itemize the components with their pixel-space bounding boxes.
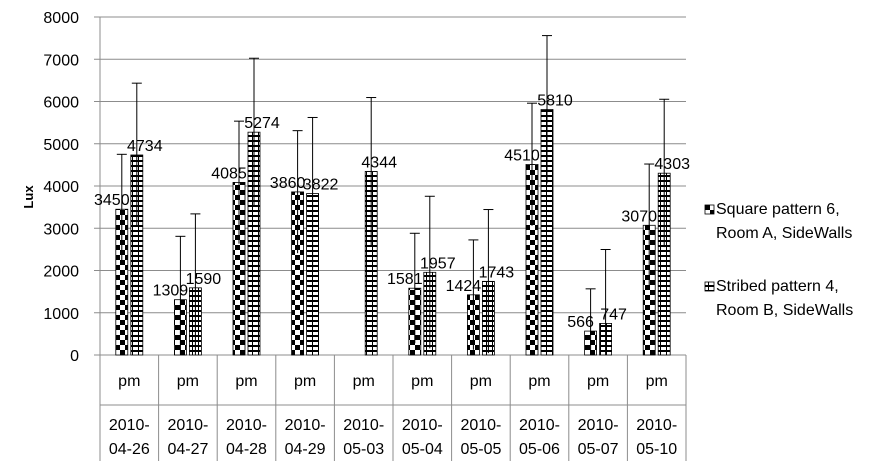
category-time-label: pm xyxy=(118,373,140,390)
data-label: 3860 xyxy=(270,175,306,192)
legend-label: Room A, SideWalls xyxy=(716,225,852,242)
y-tick-label: 2000 xyxy=(43,264,79,281)
y-tick-label: 4000 xyxy=(43,179,79,196)
category-date-label: 2010- xyxy=(636,417,677,434)
category-date-label: 04-29 xyxy=(285,441,326,458)
data-label: 1581 xyxy=(387,271,423,288)
y-tick-label: 0 xyxy=(70,348,79,365)
category-time-label: pm xyxy=(528,373,550,390)
data-label: 566 xyxy=(567,314,594,331)
legend-label: Square pattern 6, xyxy=(716,201,840,218)
category-date-label: 2010- xyxy=(285,417,326,434)
error-bars xyxy=(116,35,670,355)
data-label: 3450 xyxy=(94,192,130,209)
data-labels: 3450 1309 4085 3860 1581 1424 4510 566 3070 4734 1… xyxy=(94,93,690,332)
legend-swatch xyxy=(704,204,715,215)
data-label: 5274 xyxy=(244,115,280,132)
data-label: 4085 xyxy=(211,165,247,182)
data-label: 3070 xyxy=(621,208,657,225)
category-date-label: 05-03 xyxy=(343,441,384,458)
legend: Square pattern 6, Room A, SideWalls Stribe… xyxy=(704,201,853,319)
category-time-label: pm xyxy=(353,373,375,390)
category-date-label: 05-10 xyxy=(636,441,677,458)
y-tick-label: 3000 xyxy=(43,221,79,238)
category-axis: pm 2010- 04-26 pm 2010- 04-27 pm 2010- 04-28 pm 20… xyxy=(99,355,687,461)
category-time-label: pm xyxy=(411,373,433,390)
category-date-label: 2010- xyxy=(460,417,501,434)
category-date-label: 05-07 xyxy=(578,441,619,458)
category-date-label: 04-27 xyxy=(167,441,208,458)
data-label: 4344 xyxy=(361,154,397,171)
category-date-label: 2010- xyxy=(343,417,384,434)
y-axis-label: Lux xyxy=(21,185,36,209)
data-label: 4510 xyxy=(504,147,540,164)
y-tick-label: 8000 xyxy=(43,10,79,27)
data-label: 747 xyxy=(600,306,627,323)
category-time-label: pm xyxy=(587,373,609,390)
legend-label: Room B, SideWalls xyxy=(716,302,853,319)
category-date-label: 05-05 xyxy=(460,441,501,458)
category-time-label: pm xyxy=(235,373,257,390)
gridlines xyxy=(100,16,686,356)
category-date-label: 05-06 xyxy=(519,441,560,458)
category-date-label: 05-04 xyxy=(402,441,443,458)
category-date-label: 2010- xyxy=(402,417,443,434)
data-label: 1590 xyxy=(186,271,222,288)
category-time-label: pm xyxy=(470,373,492,390)
category-date-label: 2010- xyxy=(519,417,560,434)
category-date-label: 2010- xyxy=(226,417,267,434)
category-date-label: 04-26 xyxy=(109,441,150,458)
category-date-label: 2010- xyxy=(578,417,619,434)
bars xyxy=(115,109,671,356)
y-tick-label: 6000 xyxy=(43,95,79,112)
data-label: 1743 xyxy=(479,264,515,281)
data-label: 1309 xyxy=(153,283,189,300)
legend-label: Stribed pattern 4, xyxy=(716,278,839,295)
category-time-label: pm xyxy=(177,373,199,390)
y-tick-label: 7000 xyxy=(43,52,79,69)
y-tick-label: 1000 xyxy=(43,306,79,323)
data-label: 1957 xyxy=(420,255,456,272)
y-tick-label: 5000 xyxy=(43,137,79,154)
data-label: 4303 xyxy=(654,156,690,173)
legend-swatch xyxy=(704,281,715,292)
data-label: 4734 xyxy=(127,138,163,155)
category-date-label: 04-28 xyxy=(226,441,267,458)
data-label: 5810 xyxy=(537,93,573,110)
data-label: 3822 xyxy=(303,177,339,194)
category-time-label: pm xyxy=(646,373,668,390)
category-date-label: 2010- xyxy=(109,417,150,434)
category-date-label: 2010- xyxy=(167,417,208,434)
data-label: 1424 xyxy=(446,278,482,295)
axes: 0 1000 2000 3000 4000 5000 6000 7000 8000 xyxy=(43,10,101,365)
category-time-label: pm xyxy=(294,373,316,390)
